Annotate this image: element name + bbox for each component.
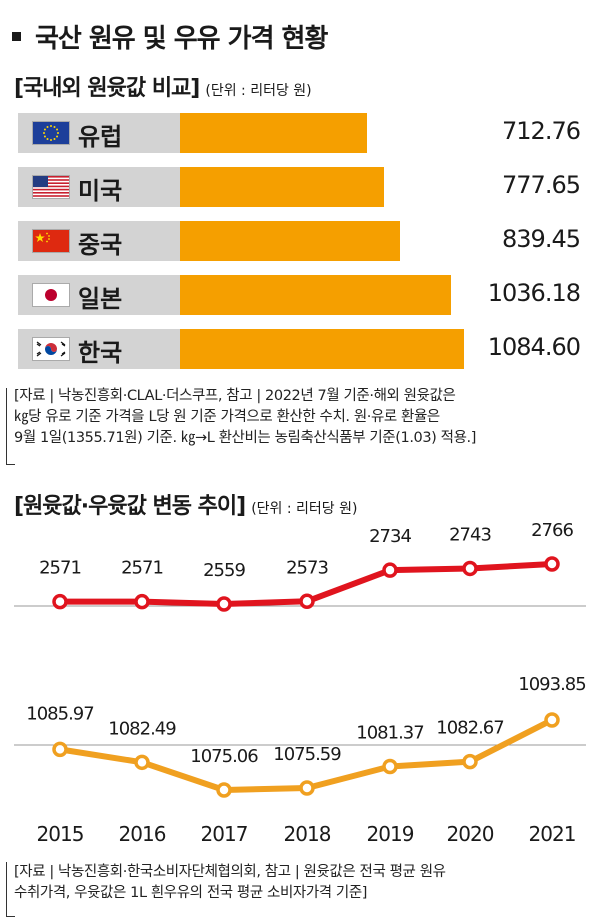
data-label: 2734 (369, 526, 411, 547)
bar (180, 329, 464, 369)
data-label: 2573 (286, 557, 328, 578)
note-line: ㎏당 유로 기준 가격을 L당 원 기준 가격으로 환산한 수치. 원·유로 환… (14, 409, 440, 425)
data-label: 1075.06 (190, 746, 258, 767)
bar (180, 113, 367, 153)
bar-value-label: 839.45 (502, 225, 581, 253)
japan-flag-icon (32, 283, 70, 307)
line-chart-source-note: [자료 | 낙농진흥회·한국소비자단체협의회, 참고 | 원윳값은 전국 평균 … (14, 862, 446, 904)
title-square-icon (12, 32, 21, 41)
data-point (216, 782, 232, 798)
x-tick-label: 2018 (284, 822, 331, 846)
data-point (382, 562, 398, 578)
data-label: 2571 (121, 558, 163, 579)
data-point (382, 758, 398, 775)
data-label: 1085.97 (26, 703, 93, 724)
line-section-title-text: [원윳값·우윳값 변동 추이] (14, 494, 246, 519)
bar-category-label: 유럽 (18, 113, 180, 153)
bar-row: 미국 (18, 167, 468, 207)
note1-bracket (6, 388, 15, 465)
bar-section-unit: (단위 : 리터당 원) (205, 83, 312, 99)
china-flag-icon (32, 229, 70, 253)
data-point (299, 780, 315, 796)
bar (180, 275, 452, 315)
bar-category-text: 유럽 (78, 123, 123, 151)
data-label: 2766 (531, 520, 573, 541)
data-label: 1075.59 (273, 744, 341, 765)
note2-bracket (6, 862, 15, 917)
bar-row: 유럽 (18, 113, 468, 153)
note-line: [자료 | 낙농진흥회·CLAL·더스쿠프, 참고 | 2022년 7월 기준·… (14, 388, 456, 404)
data-point (544, 556, 560, 572)
data-point (544, 712, 560, 728)
bar-row: 중국 (18, 221, 468, 261)
bar-value-label: 712.76 (502, 117, 581, 145)
data-label: 2571 (39, 558, 81, 579)
bar (180, 221, 400, 261)
bar-value-label: 1036.18 (487, 279, 581, 307)
data-point (134, 754, 150, 771)
bar-category-label: 미국 (18, 167, 180, 207)
data-label: 1093.85 (518, 674, 585, 695)
bar (180, 167, 384, 207)
bar-value-label: 1084.60 (487, 333, 581, 361)
bar-category-text: 일본 (78, 285, 123, 313)
bar-value-label: 777.65 (502, 171, 581, 199)
x-tick-label: 2015 (37, 822, 84, 846)
note-line: 9월 1일(1355.71원) 기준. ㎏→L 환산비는 농림축산식품부 기준(… (14, 430, 476, 446)
data-label: 1082.67 (436, 718, 503, 739)
line-section-unit: (단위 : 리터당 원) (251, 501, 358, 517)
data-point (462, 753, 478, 770)
bar-category-label: 일본 (18, 275, 180, 315)
note-line: [자료 | 낙농진흥회·한국소비자단체협의회, 참고 | 원윳값은 전국 평균 … (14, 864, 446, 880)
bar-row: 일본 (18, 275, 468, 315)
bar-category-text: 중국 (78, 231, 123, 259)
data-label: 2743 (449, 524, 491, 545)
data-point (216, 596, 232, 612)
x-tick-label: 2019 (367, 822, 414, 846)
note-line: 수취가격, 우윳값은 1L 흰우유의 전국 평균 소비자가격 기준] (14, 885, 368, 901)
data-point (134, 593, 150, 610)
page-title-text: 국산 원유 및 우유 가격 현황 (35, 24, 328, 54)
bar-category-label: 한국 (18, 329, 180, 369)
korea-flag-icon (32, 337, 70, 361)
line-section-title: [원윳값·우윳값 변동 추이] (단위 : 리터당 원) (14, 488, 357, 520)
data-label: 2559 (203, 560, 245, 581)
us-flag-icon (32, 175, 70, 199)
bar-chart-source-note: [자료 | 낙농진흥회·CLAL·더스쿠프, 참고 | 2022년 7월 기준·… (14, 386, 476, 449)
data-label: 1082.49 (108, 718, 176, 739)
bar-section-title-text: [국내외 원윳값 비교] (14, 76, 200, 101)
x-tick-label: 2017 (201, 822, 248, 846)
page-title: 국산 원유 및 우유 가격 현황 (12, 18, 328, 55)
line-chart: 2571 2571 2559 2573 2734 2743 2766 1085.97 1082.… (14, 520, 587, 846)
x-tick-label: 2016 (119, 822, 166, 846)
data-point (52, 593, 68, 610)
data-point (299, 593, 315, 610)
bar-category-text: 한국 (78, 339, 123, 367)
bar-row: 한국 (18, 329, 468, 369)
eu-flag-icon (32, 121, 70, 145)
data-point (52, 741, 68, 758)
data-point (462, 560, 478, 577)
x-tick-label: 2021 (529, 822, 576, 846)
bar-category-label: 중국 (18, 221, 180, 261)
x-tick-label: 2020 (447, 822, 494, 846)
data-label: 1081.37 (356, 722, 423, 743)
bar-category-text: 미국 (78, 177, 123, 205)
bar-section-title: [국내외 원윳값 비교] (단위 : 리터당 원) (14, 70, 312, 102)
